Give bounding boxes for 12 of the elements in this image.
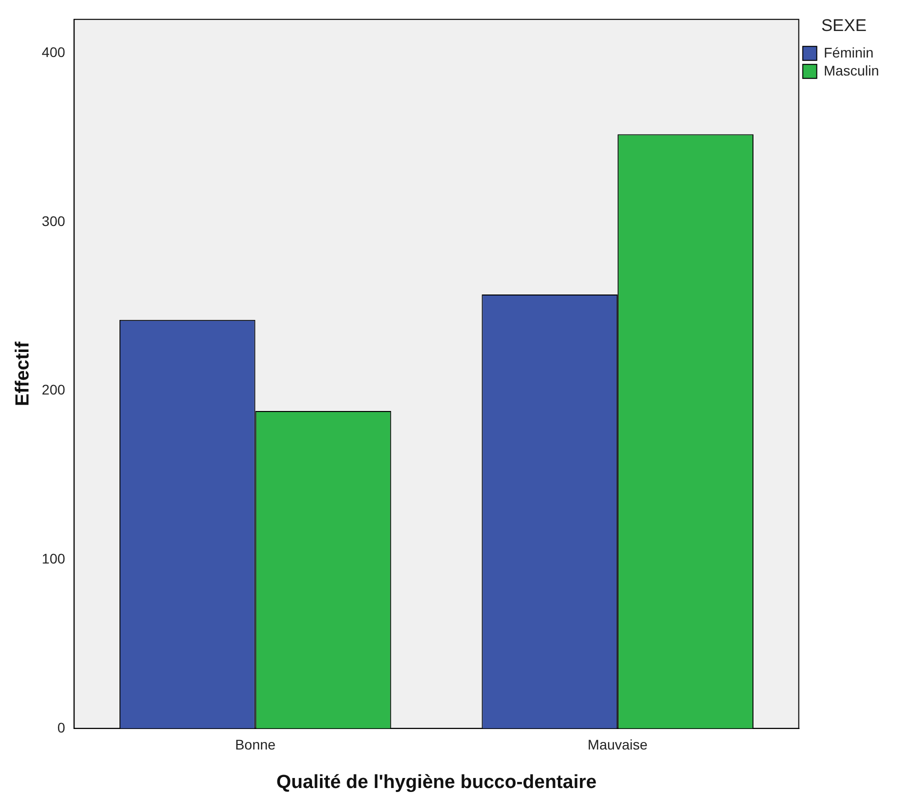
y-tick-label: 100 [42,550,66,566]
x-tick-label: Mauvaise [588,736,648,753]
x-tick-label: Bonne [235,736,276,753]
legend-label: Féminin [824,44,874,60]
y-tick-label: 400 [42,44,66,60]
legend-label: Masculin [824,62,880,78]
legend-title: SEXE [821,16,867,36]
y-tick-label: 200 [42,382,66,398]
x-axis-title: Qualité de l'hygiène bucco-dentaire [276,772,597,793]
y-tick-label: 0 [57,719,66,736]
y-tick-label: 300 [42,212,66,229]
y-axis-title: Effectif [12,341,34,406]
